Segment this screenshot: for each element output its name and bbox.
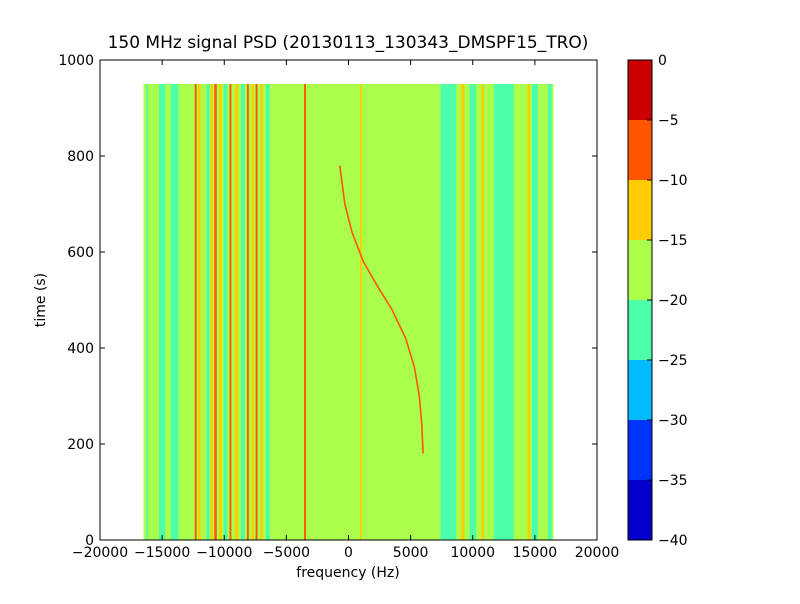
colorbar-band [628, 180, 652, 240]
spectral-line [223, 84, 228, 540]
x-tick-label: −10000 [196, 545, 252, 561]
spectral-line [531, 84, 538, 540]
x-tick-label: 10000 [450, 545, 495, 561]
chart-title: 150 MHz signal PSD (20130113_130343_DMSP… [108, 33, 589, 53]
colorbar-band [628, 120, 652, 180]
spectral-line [206, 84, 210, 540]
x-tick-label: −15000 [134, 545, 190, 561]
spectral-line [461, 84, 465, 540]
heatmap-data [143, 84, 554, 540]
spectral-line [265, 84, 270, 540]
spectral-line [440, 84, 446, 540]
plot-area: −20000 −15000 −10000 −5000 0 5000 10000 15000 20… [58, 53, 619, 561]
colorbar-band [628, 240, 652, 300]
y-tick-label: 1000 [58, 53, 94, 69]
colorbar-tick-label: −15 [658, 233, 688, 249]
spectral-line [469, 84, 476, 540]
spectral-line [255, 84, 258, 540]
spectral-line [487, 84, 491, 540]
colorbar-band [628, 480, 652, 540]
spectral-line [241, 84, 245, 540]
spectral-line [251, 84, 255, 540]
spectral-line [219, 84, 222, 540]
spectral-line [304, 84, 306, 540]
spectral-line [194, 84, 197, 540]
spectral-line [159, 84, 166, 540]
x-tick-label: 20000 [575, 545, 620, 561]
y-tick-label: 600 [67, 245, 94, 261]
x-tick-label: −5000 [263, 545, 310, 561]
x-tick-label: 0 [344, 545, 353, 561]
x-tick-label: 5000 [393, 545, 429, 561]
x-tick-label: −20000 [72, 545, 128, 561]
heatmap-background [143, 84, 554, 540]
spectral-line [235, 84, 239, 540]
colorbar-tick-label: −10 [658, 173, 688, 189]
colorbar-band [628, 300, 652, 360]
spectral-line [146, 84, 149, 540]
spectral-line [214, 84, 217, 540]
spectral-line [246, 84, 249, 540]
spectral-line [151, 84, 155, 540]
y-tick-label: 200 [67, 437, 94, 453]
spectral-line [540, 84, 547, 540]
x-tick-label: 15000 [513, 545, 558, 561]
x-axis-label: frequency (Hz) [296, 565, 399, 581]
y-tick-label: 0 [85, 533, 94, 549]
y-tick-label: 800 [67, 149, 94, 165]
spectral-line [444, 84, 456, 540]
colorbar-tick-label: 0 [658, 53, 667, 69]
spectral-line [527, 84, 530, 540]
y-axis-label: time (s) [33, 273, 49, 327]
spectral-line [547, 84, 552, 540]
doppler-trace [339, 165, 424, 454]
spectral-line [189, 84, 193, 540]
spectral-line [210, 84, 214, 540]
colorbar: −40 −35 −30 −25 −20 −15 −10 −5 0 [627, 53, 688, 549]
colorbar-tick-label: −5 [658, 113, 679, 129]
spectral-line [359, 84, 362, 540]
spectral-line [260, 84, 263, 540]
colorbar-tick-label: −25 [658, 353, 688, 369]
colorbar-tick-label: −40 [658, 533, 688, 549]
colorbar-tick-label: −30 [658, 413, 688, 429]
colorbar-tick-label: −35 [658, 473, 688, 489]
spectral-line [229, 84, 232, 540]
spectral-line [493, 84, 514, 540]
spectral-line [198, 84, 201, 540]
colorbar-band [628, 60, 652, 120]
colorbar-band [628, 420, 652, 480]
y-tick-label: 400 [67, 341, 94, 357]
spectral-line [170, 84, 179, 540]
colorbar-band [628, 360, 652, 420]
spectral-line [481, 84, 484, 540]
colorbar-tick-label: −20 [658, 293, 688, 309]
